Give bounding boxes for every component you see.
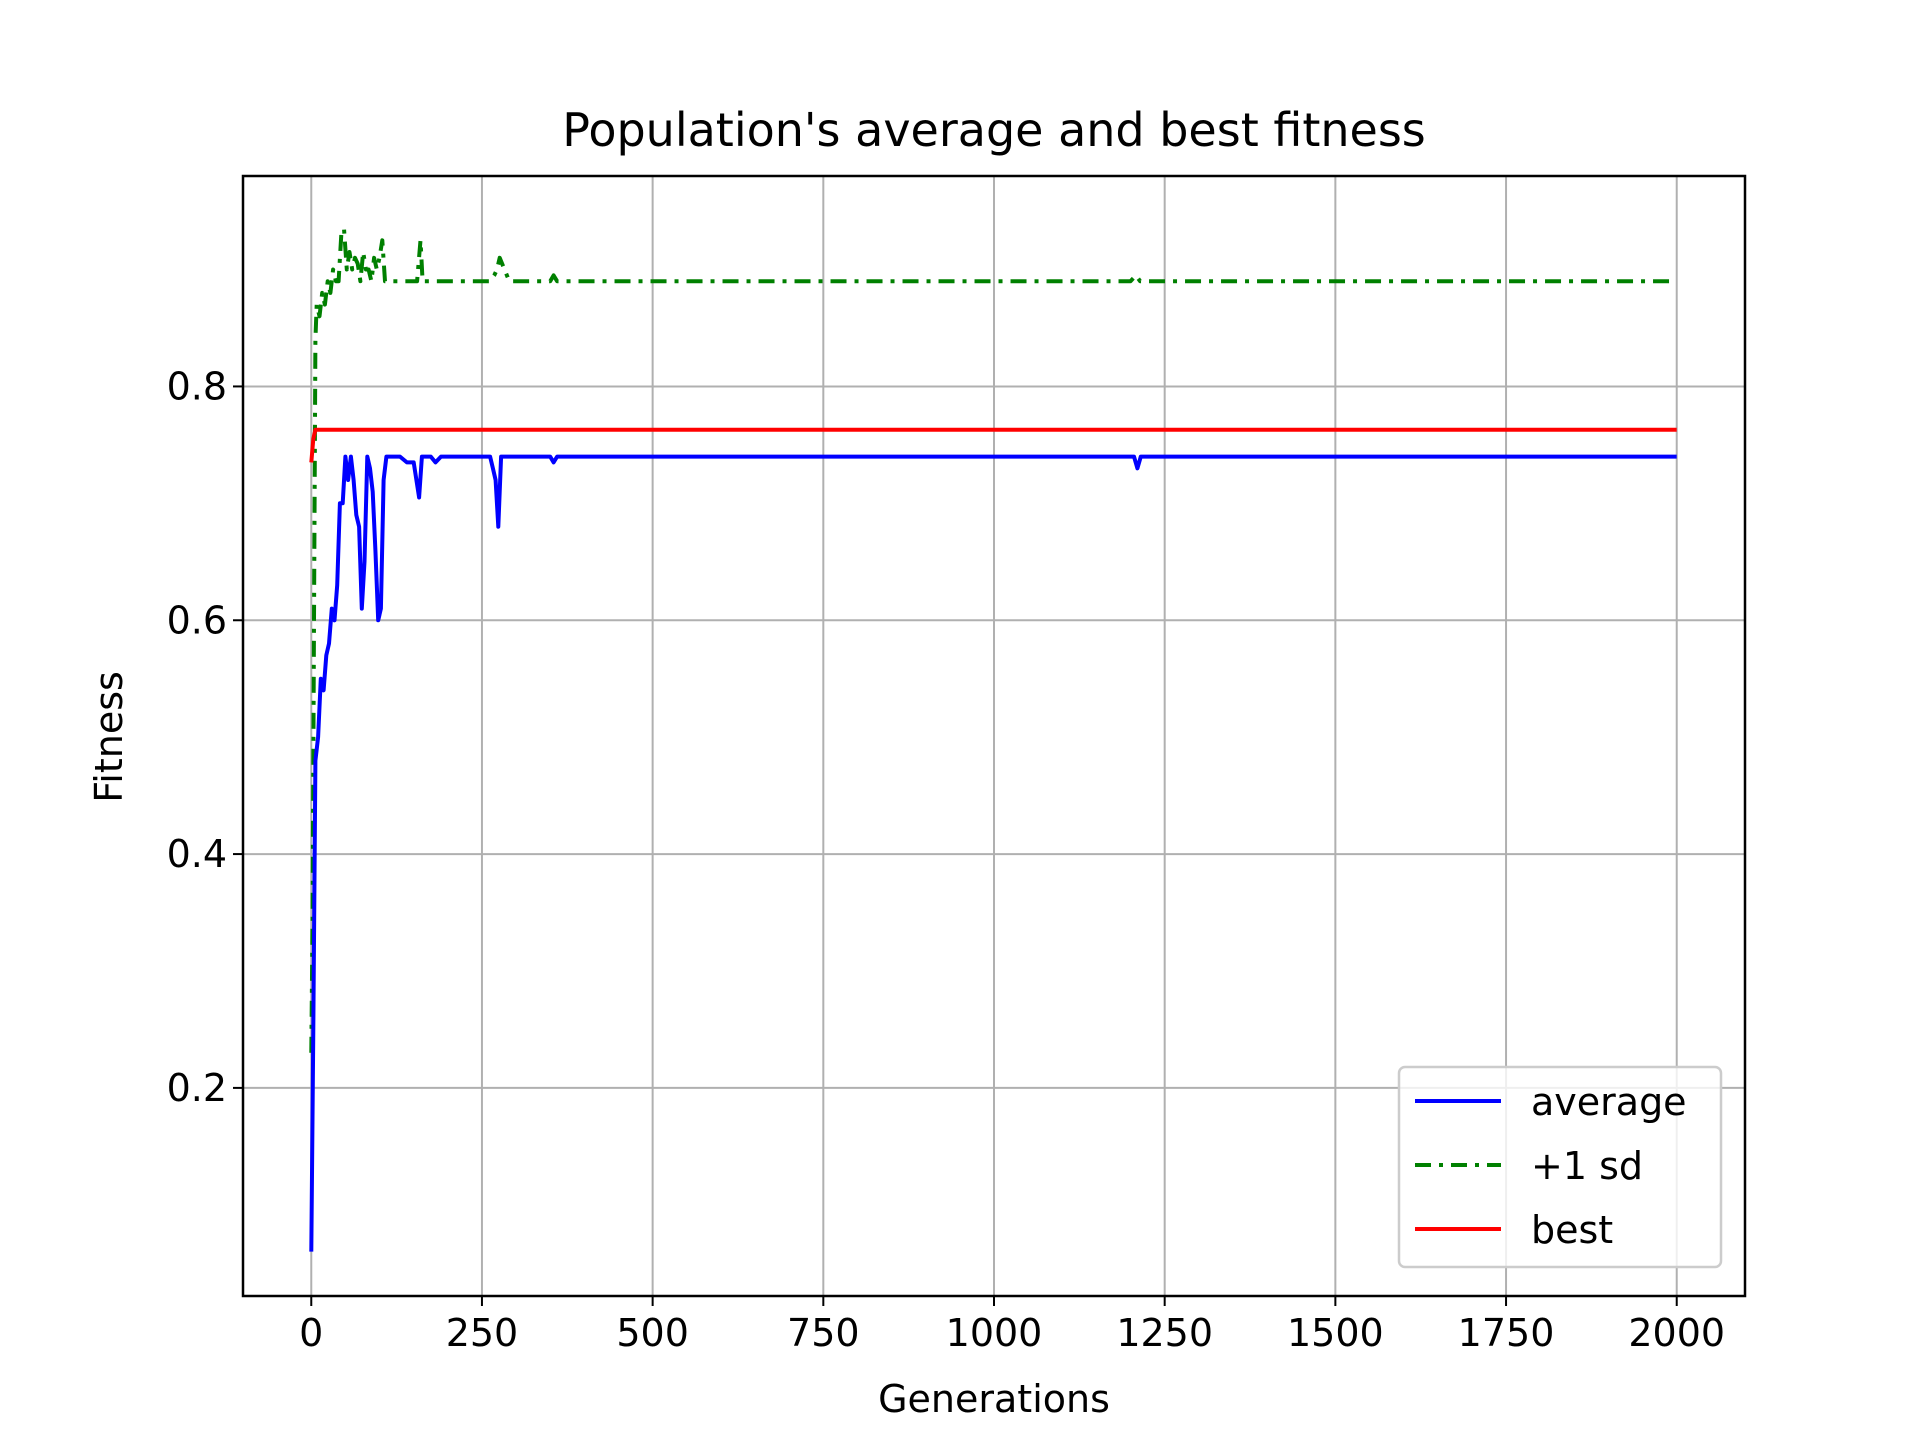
y-tick-label: 0.6	[167, 598, 227, 642]
x-tick-label: 1500	[1287, 1311, 1384, 1355]
y-tick-label: 0.4	[167, 832, 227, 876]
legend-label: average	[1531, 1080, 1687, 1124]
y-axis-ticks: 0.2 0.4 0.6 0.8	[167, 364, 243, 1110]
x-tick-label: 1250	[1116, 1311, 1213, 1355]
series-lines	[309, 226, 1677, 1252]
y-tick-label: 0.8	[167, 364, 227, 408]
x-tick-label: 1750	[1458, 1311, 1555, 1355]
y-tick-label: 0.2	[167, 1066, 227, 1110]
series-line-1	[309, 226, 1677, 1053]
x-tick-label: 2000	[1628, 1311, 1725, 1355]
series-line-0	[309, 454, 1677, 1252]
legend-label: best	[1531, 1208, 1613, 1252]
x-tick-label: 0	[299, 1311, 323, 1355]
legend-box	[1397, 1065, 1723, 1269]
legend: average +1 sd best	[1397, 1065, 1723, 1269]
chart-title: Population's average and best fitness	[562, 103, 1426, 157]
x-tick-label: 750	[787, 1311, 860, 1355]
x-tick-label: 1000	[946, 1311, 1043, 1355]
series-line-2	[309, 427, 1677, 463]
x-tick-label: 250	[446, 1311, 519, 1355]
x-tick-label: 500	[616, 1311, 689, 1355]
x-axis-label: Generations	[878, 1377, 1110, 1421]
legend-label: +1 sd	[1531, 1144, 1643, 1188]
y-axis-label: Fitness	[87, 671, 131, 803]
x-axis-ticks: 0 250 500 750 1000 1250 1500 1750 2000	[299, 1296, 1725, 1355]
